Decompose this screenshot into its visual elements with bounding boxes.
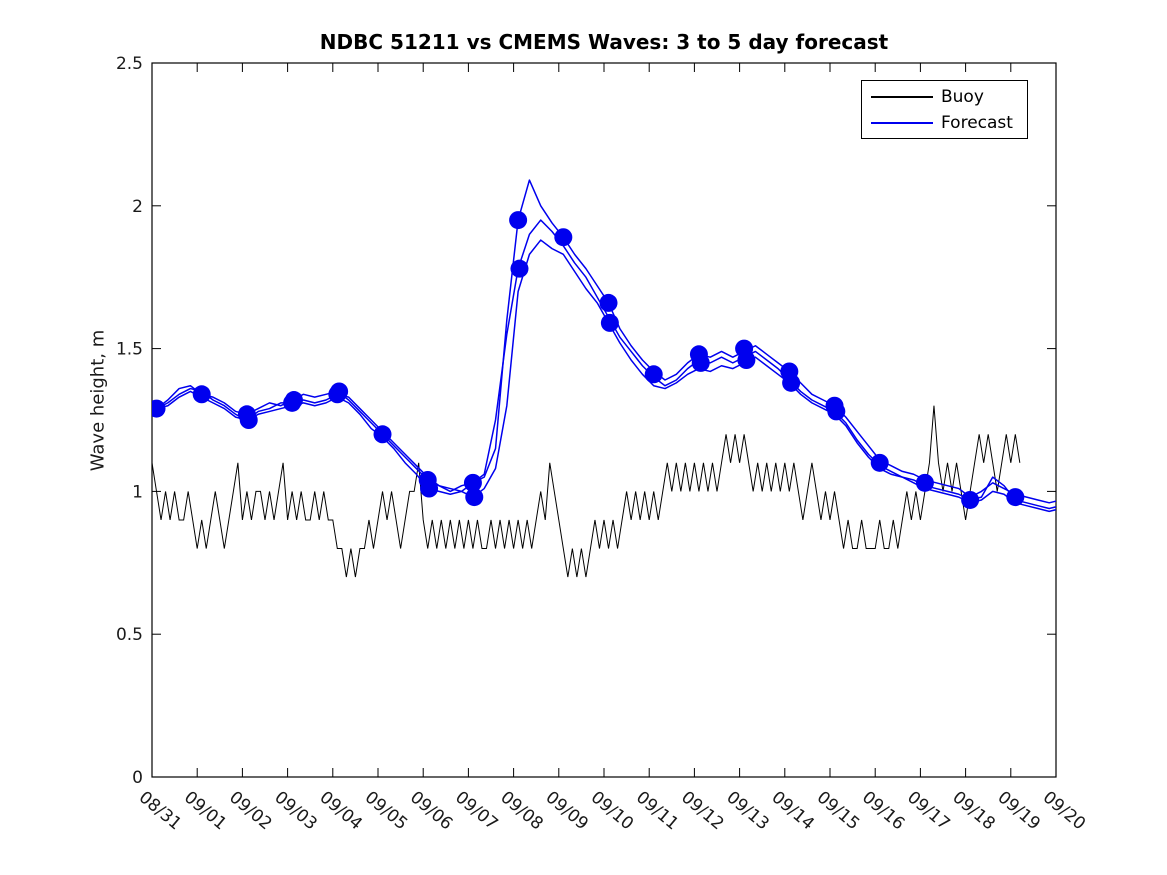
forecast-marker: [644, 365, 663, 384]
x-tick-label: 09/08: [496, 788, 546, 835]
forecast-marker: [599, 293, 618, 312]
axes-box: [151, 62, 1057, 778]
forecast-marker: [1006, 488, 1025, 507]
x-tick-label: 09/15: [813, 788, 863, 835]
x-tick-label: 09/14: [768, 788, 818, 835]
x-tick-label: 09/13: [722, 788, 772, 835]
x-tick-label: 09/17: [903, 788, 953, 835]
forecast-marker: [330, 382, 349, 401]
x-tick-label: 09/16: [858, 788, 908, 835]
x-tick-label: 09/18: [948, 788, 998, 835]
forecast-marker: [737, 351, 756, 370]
x-tick-label: 09/04: [316, 788, 366, 835]
x-tick-label: 09/10: [587, 788, 637, 835]
y-tick-label: 0.5: [116, 625, 143, 645]
x-tick-label: 09/19: [994, 788, 1044, 835]
forecast-marker: [915, 473, 934, 492]
forecast-marker: [152, 399, 166, 418]
x-tick-label: 09/09: [542, 788, 592, 835]
forecast-marker: [463, 473, 482, 492]
x-tick-label: 09/05: [361, 788, 411, 835]
forecast-marker: [600, 313, 619, 332]
forecast-marker: [239, 411, 258, 429]
x-tick-label: 09/03: [270, 788, 320, 835]
forecast-marker: [420, 479, 439, 498]
x-tick-label: 09/02: [225, 788, 275, 835]
legend: Buoy Forecast: [861, 80, 1028, 139]
y-tick-label: 2: [132, 197, 143, 217]
y-tick-label: 1: [132, 482, 143, 502]
forecast-marker: [870, 453, 889, 472]
legend-item-forecast: Forecast: [862, 113, 1027, 133]
x-tick-label: 09/12: [677, 788, 727, 835]
buoy-series-line: [152, 405, 1021, 578]
forecast-4day-line: [156, 219, 1056, 510]
forecast-5day-line: [156, 239, 1056, 513]
forecast-marker: [465, 488, 484, 507]
x-tick-label: 09/06: [406, 788, 456, 835]
forecast-marker: [509, 211, 528, 230]
forecast-marker: [691, 353, 710, 372]
legend-label-buoy: Buoy: [941, 86, 984, 107]
x-tick-label: 09/20: [1039, 788, 1089, 835]
legend-item-buoy: Buoy: [862, 87, 1027, 107]
forecast-marker: [782, 373, 801, 392]
forecast-marker: [554, 228, 573, 247]
chart-title: NDBC 51211 vs CMEMS Waves: 3 to 5 day fo…: [319, 30, 889, 54]
x-tick-label: 09/11: [632, 788, 682, 835]
forecast-marker: [827, 402, 846, 421]
x-tick-label: 09/07: [451, 788, 501, 835]
forecast-marker: [284, 391, 303, 410]
forecast-marker: [192, 385, 211, 404]
forecast-line-sample-icon: [871, 121, 933, 124]
y-tick-label: 2.5: [116, 54, 143, 74]
y-tick-label: 0: [132, 768, 143, 788]
x-tick-label: 08/31: [135, 788, 185, 835]
y-tick-label: 1.5: [116, 340, 143, 360]
forecast-marker: [510, 259, 529, 278]
forecast-marker: [961, 490, 980, 509]
buoy-line-sample-icon: [871, 95, 933, 98]
legend-label-forecast: Forecast: [941, 112, 1013, 133]
forecast-marker: [373, 425, 392, 444]
x-tick-label: 09/01: [180, 788, 230, 835]
forecast-3day-line: [156, 179, 1056, 504]
